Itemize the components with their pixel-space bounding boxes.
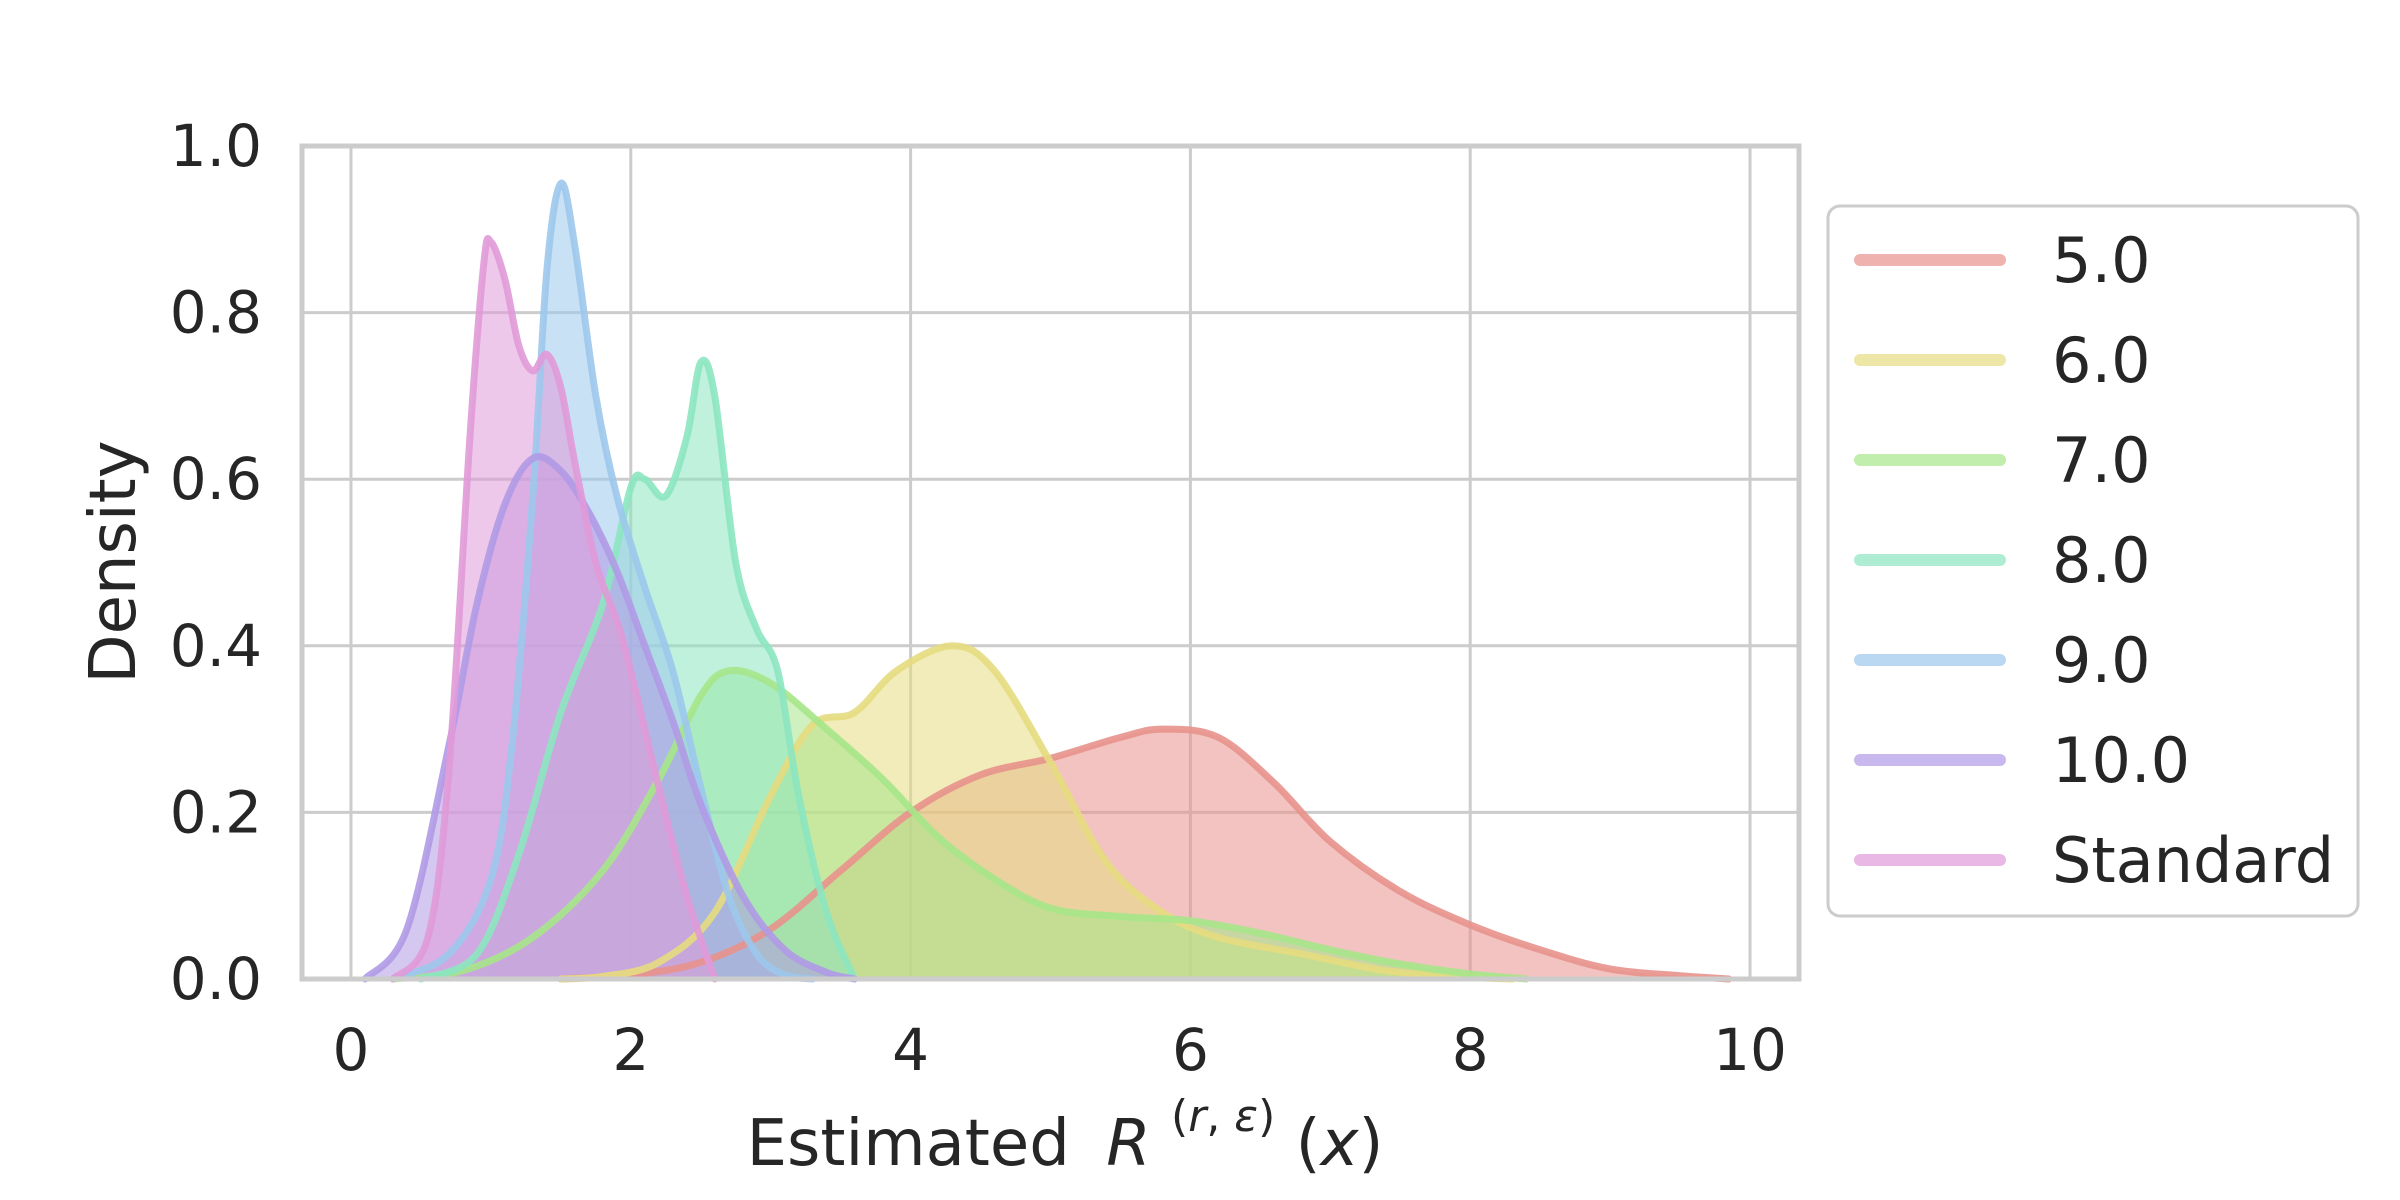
x-axis-label-sup-r: r — [1188, 1091, 1209, 1142]
x-tick-label: 2 — [612, 1016, 649, 1084]
x-axis-label-sup-close: ) — [1258, 1091, 1275, 1142]
legend-label: 5.0 — [2052, 224, 2151, 297]
y-axis-label: Density — [77, 440, 151, 683]
y-tick-label: 0.8 — [170, 279, 262, 347]
density-line-7.0 — [389, 666, 1530, 983]
x-axis-label-sup-eps: ε — [1234, 1091, 1258, 1142]
y-tick-label: 0.2 — [170, 778, 262, 846]
density-line-6.0 — [557, 642, 1516, 983]
legend-label: 9.0 — [2052, 624, 2151, 697]
legend: 5.0 6.0 7.0 8.0 9.0 10.0 Standard — [1826, 204, 2360, 918]
plot-frame — [299, 143, 1802, 982]
x-axis-label-arg-close: ) — [1358, 1107, 1383, 1181]
density-line-5.0 — [557, 725, 1733, 983]
y-tick-label: 0.0 — [170, 945, 262, 1013]
y-tick-label: 0.4 — [170, 612, 262, 680]
density-lines — [361, 179, 1733, 983]
density-line-8.0 — [417, 356, 859, 983]
legend-label: 8.0 — [2052, 524, 2151, 597]
x-axis-label-arg-x: x — [1319, 1107, 1360, 1181]
y-tick-label: 0.6 — [170, 445, 262, 513]
x-axis-label-arg-open: ( — [1296, 1107, 1321, 1181]
x-tick-label: 8 — [1452, 1016, 1489, 1084]
y-tick-label: 1.0 — [170, 112, 262, 180]
x-tick-label: 6 — [1172, 1016, 1209, 1084]
x-tick-label: 4 — [892, 1016, 929, 1084]
density-areas — [365, 183, 1729, 980]
legend-box — [1826, 204, 2360, 918]
y-axis-ticks: 0.0 0.2 0.4 0.6 0.8 1.0 — [170, 112, 262, 1013]
density-line-9.0 — [389, 179, 817, 983]
x-axis-label-text: Estimated — [747, 1107, 1070, 1181]
x-axis-label-sup-sep: , — [1206, 1091, 1234, 1142]
density-line-Standard — [389, 235, 719, 983]
x-axis-label-sup-open: ( — [1171, 1091, 1188, 1142]
x-axis-label: Estimated R (r, ε) (x) — [747, 1073, 1384, 1181]
legend-label: 10.0 — [2052, 724, 2190, 797]
legend-label: 6.0 — [2052, 324, 2151, 397]
x-axis-ticks: 0 2 4 6 8 10 — [333, 1016, 1787, 1084]
x-tick-label: 0 — [333, 1016, 370, 1084]
x-tick-label: 10 — [1713, 1016, 1787, 1084]
x-axis-label-symbol: R — [1106, 1107, 1150, 1181]
legend-label: 7.0 — [2052, 424, 2151, 497]
legend-label: Standard — [2052, 824, 2334, 897]
